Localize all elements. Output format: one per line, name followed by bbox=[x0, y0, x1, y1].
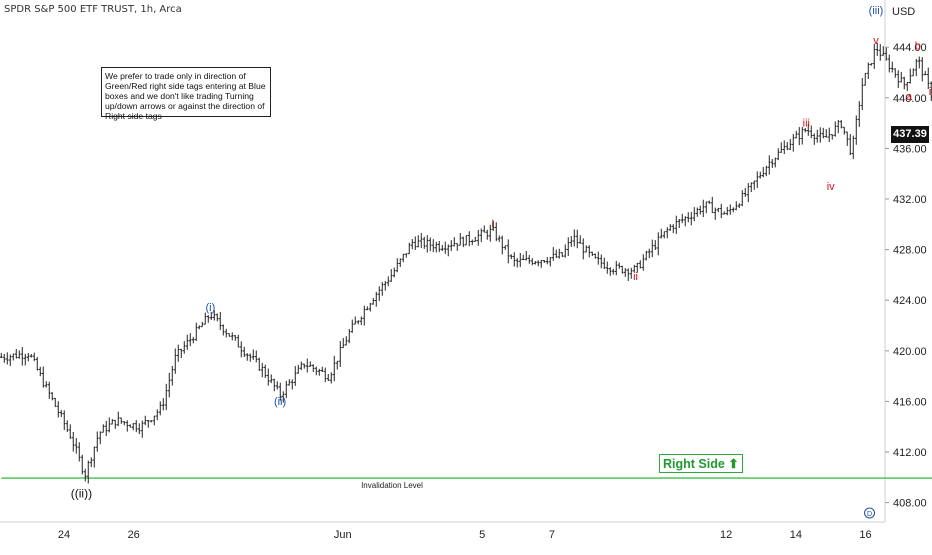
wave-label: (i) bbox=[205, 302, 215, 314]
wave-label: iv bbox=[827, 181, 835, 193]
symbol-header: SPDR S&P 500 ETF TRUST, 1h, Arca bbox=[4, 4, 182, 15]
right-side-tag: Right Side ⬆ bbox=[659, 454, 743, 473]
wave-label: (ii) bbox=[274, 396, 286, 408]
x-tick-label: 16 bbox=[859, 529, 871, 541]
wave-label: i bbox=[929, 86, 931, 98]
x-tick-label: Jun bbox=[334, 529, 352, 541]
candles-group bbox=[0, 42, 932, 484]
y-tick-label: 436.00 bbox=[893, 143, 927, 155]
y-tick-label: 444.00 bbox=[893, 42, 927, 54]
x-tick-label: 14 bbox=[790, 529, 802, 541]
wave-labels-group: ((ii))(i)(ii)iiiiiiiv(iii)vbiiaiiviiivc(… bbox=[71, 5, 931, 501]
wave-label: v bbox=[873, 35, 879, 47]
y-tick-label: 440.00 bbox=[893, 93, 927, 105]
y-tick-label: 428.00 bbox=[893, 245, 927, 257]
wave-label: b bbox=[915, 40, 921, 52]
wave-label: ii bbox=[633, 271, 638, 283]
x-tick-label: 7 bbox=[549, 529, 555, 541]
y-tick-label: 424.00 bbox=[893, 295, 927, 307]
up-arrow-icon: ⬆ bbox=[728, 457, 739, 471]
x-tick-label: 26 bbox=[128, 529, 140, 541]
x-tick-label: 24 bbox=[58, 529, 70, 541]
wave-label: i bbox=[491, 219, 493, 231]
y-tick-label: 432.00 bbox=[893, 194, 927, 206]
y-tick-label: 412.00 bbox=[893, 447, 927, 459]
y-tick-label: 416.00 bbox=[893, 396, 927, 408]
event-marker-circle bbox=[864, 507, 876, 519]
right-side-label: Right Side bbox=[663, 457, 725, 471]
invalidation-group: Invalidation Level409.94 bbox=[1, 477, 932, 490]
event-marker-label: D bbox=[867, 511, 872, 518]
invalidation-label: Invalidation Level bbox=[361, 481, 423, 490]
wave-label: iii bbox=[803, 117, 810, 129]
y-tick-label: 408.00 bbox=[893, 498, 927, 510]
wave-label: (iii) bbox=[869, 5, 884, 17]
x-tick-label: 12 bbox=[720, 529, 732, 541]
axes-group: 408.00 412.00 416.00 420.00 424.00 428.00 432.… bbox=[0, 0, 927, 541]
last-price-tag: 437.39 bbox=[891, 126, 929, 143]
trading-note-text: We prefer to trade only in direction of … bbox=[105, 71, 266, 121]
wave-label: a bbox=[906, 91, 913, 103]
currency-label: USD bbox=[892, 6, 916, 18]
trading-note-box: We prefer to trade only in direction of … bbox=[101, 67, 271, 121]
x-tick-label: 5 bbox=[479, 529, 485, 541]
wave-label: ((ii)) bbox=[71, 486, 92, 500]
y-tick-label: 420.00 bbox=[893, 346, 927, 358]
